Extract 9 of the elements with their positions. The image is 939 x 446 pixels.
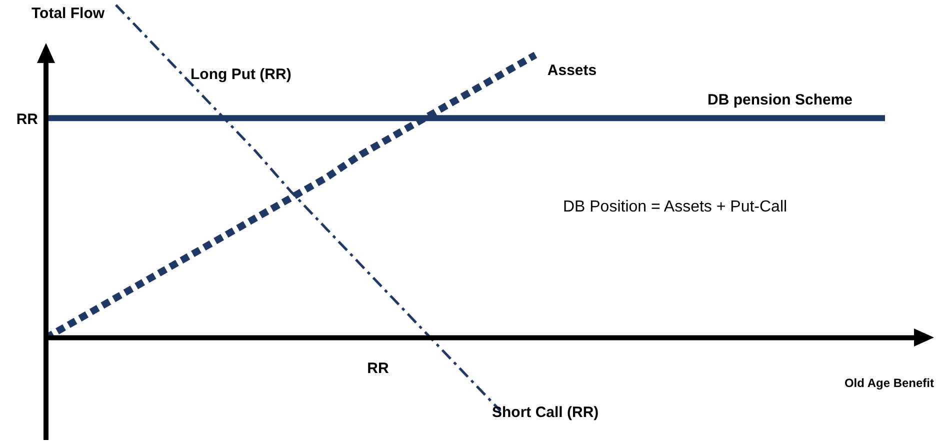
series-label: Assets [547,62,597,80]
series-label: DB pension Scheme [707,91,853,108]
annotation: Short Call (RR) [492,404,599,422]
annotation: RR [367,360,389,378]
y-axis-title: Total Flow [31,5,105,22]
x-axis-title: Old Age Benefit [844,376,934,390]
annotation: DB Position = Assets + Put-Call [562,198,788,216]
text: RR [16,111,38,128]
series-label: Long Put (RR) [190,66,292,84]
